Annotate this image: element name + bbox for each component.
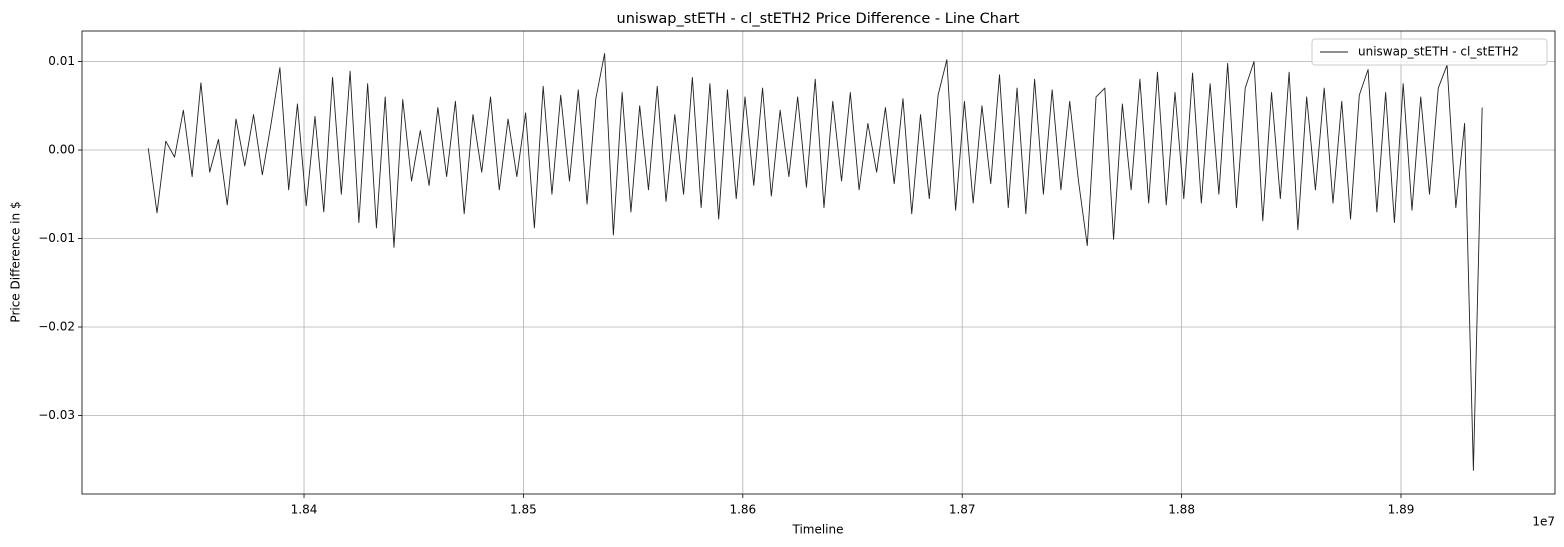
line-layer (147, 53, 1483, 471)
x-tick-label: 1.86 (729, 503, 756, 517)
y-tick-label: −0.03 (38, 408, 75, 422)
y-tick-label: −0.02 (38, 320, 75, 334)
y-tick-label: 0.01 (48, 54, 75, 68)
y-axis-label: Price Difference in $ (9, 201, 23, 322)
grid-layer (82, 31, 1555, 494)
x-tick-label: 1.88 (1168, 503, 1195, 517)
legend-box (1311, 38, 1548, 66)
x-axis-label: Timeline (791, 523, 843, 537)
legend: uniswap_stETH - cl_stETH2 (1311, 38, 1548, 66)
x-offset-label: 1e7 (1532, 515, 1555, 529)
x-tick-label: 1.84 (291, 503, 318, 517)
y-tick-label: 0.00 (48, 143, 75, 157)
plot-frame (81, 30, 1556, 495)
x-tick-label: 1.85 (510, 503, 537, 517)
x-tick-label: 1.89 (1388, 503, 1415, 517)
data-line (147, 53, 1483, 471)
y-tick-label: −0.01 (38, 231, 75, 245)
x-tick-label: 1.87 (949, 503, 976, 517)
chart-title: uniswap_stETH - cl_stETH2 Price Differen… (617, 11, 1020, 27)
legend-label: uniswap_stETH - cl_stETH2 (1358, 45, 1519, 59)
